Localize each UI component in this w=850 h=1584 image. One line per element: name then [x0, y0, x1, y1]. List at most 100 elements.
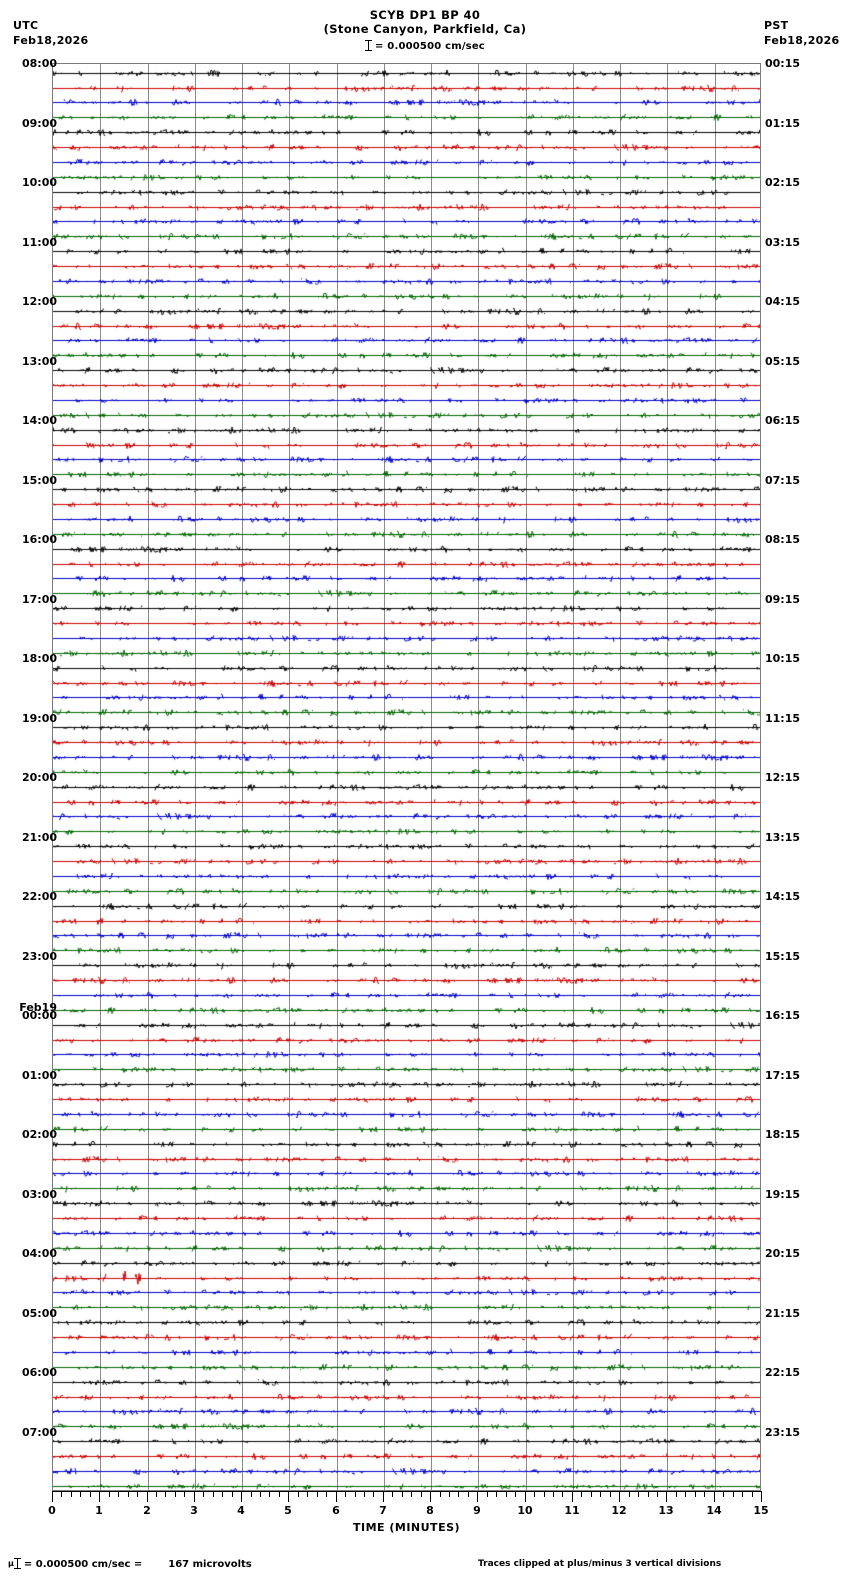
scale-bar-icon — [365, 40, 373, 51]
axis-tick-minor — [156, 1491, 157, 1497]
axis-tick-minor — [109, 1491, 110, 1497]
footer-clip-note: Traces clipped at plus/minus 3 vertical … — [478, 1559, 722, 1569]
axis-tick-minor — [345, 1491, 346, 1497]
right-time-label-1115: 11:15 — [765, 711, 801, 725]
axis-tick-minor — [411, 1491, 412, 1497]
axis-tick-minor — [685, 1491, 686, 1497]
right-time-label-2015: 20:15 — [765, 1247, 801, 1260]
left-time-label-1600: 16:00 — [21, 533, 57, 546]
axis-tick-major-1 — [99, 1491, 100, 1502]
left-time-label-2200: 22:00 — [21, 890, 57, 903]
axis-tick-minor — [440, 1491, 441, 1497]
axis-tick-major-8 — [430, 1491, 431, 1502]
right-time-label-1215: 12:15 — [765, 771, 801, 784]
axis-tick-minor — [657, 1491, 658, 1497]
axis-tick-minor — [506, 1491, 507, 1497]
pst-label: PST — [764, 19, 789, 32]
axis-tick-major-15 — [761, 1491, 762, 1502]
right-time-label-1615: 16:15 — [765, 1009, 801, 1022]
right-time-label-2315: 23:15 — [765, 1425, 801, 1439]
station-title: SCYB DP1 BP 40 — [369, 8, 481, 22]
left-time-label-1400: 14:00 — [21, 414, 57, 427]
left-time-label-1500: 15:00 — [21, 473, 57, 487]
axis-tick-minor — [723, 1491, 724, 1497]
right-time-label-1515: 15:15 — [765, 949, 801, 963]
left-time-label-2100: 21:00 — [21, 830, 57, 844]
axis-tick-minor — [128, 1491, 129, 1497]
axis-tick-minor — [251, 1491, 252, 1497]
left-time-label-2000: 20:00 — [21, 771, 57, 784]
axis-tick-minor — [326, 1491, 327, 1497]
left-time-label-0200: 02:00 — [21, 1128, 57, 1141]
axis-tick-label-2: 2 — [143, 1504, 151, 1517]
right-time-label-1715: 17:15 — [765, 1068, 801, 1082]
right-time-label-1415: 14:15 — [765, 890, 801, 903]
micro-symbol: μ — [8, 1559, 14, 1568]
axis-tick-major-6 — [336, 1491, 337, 1502]
right-time-label-2215: 22:15 — [765, 1366, 801, 1379]
left-time-label-0000: 00:00 — [21, 1009, 57, 1022]
axis-tick-label-15: 15 — [753, 1504, 769, 1517]
axis-tick-minor — [364, 1491, 365, 1497]
axis-tick-minor — [61, 1491, 62, 1497]
right-time-label-0415: 04:15 — [765, 295, 801, 308]
axis-tick-minor — [544, 1491, 545, 1497]
footer-calibration-text: = 0.000500 cm/sec = — [23, 1559, 143, 1570]
axis-tick-minor — [175, 1491, 176, 1497]
axis-tick-minor — [581, 1491, 582, 1497]
axis-tick-major-14 — [714, 1491, 715, 1502]
axis-tick-minor — [648, 1491, 649, 1497]
axis-tick-major-10 — [525, 1491, 526, 1502]
pst-timezone-block: PST Feb18,2026 — [764, 18, 840, 48]
axis-tick-minor — [458, 1491, 459, 1497]
axis-tick-minor — [629, 1491, 630, 1497]
axis-tick-major-4 — [241, 1491, 242, 1502]
right-time-label-1815: 18:15 — [765, 1128, 801, 1141]
axis-tick-major-11 — [572, 1491, 573, 1502]
axis-tick-minor — [355, 1491, 356, 1497]
axis-tick-major-9 — [477, 1491, 478, 1502]
axis-tick-minor — [449, 1491, 450, 1497]
axis-tick-minor — [90, 1491, 91, 1497]
scale-legend-text: = 0.000500 cm/sec — [375, 41, 485, 52]
right-time-label-1315: 13:15 — [765, 830, 801, 844]
header: UTC Feb18,2026 PST Feb18,2026 SCYB DP1 B… — [0, 0, 850, 62]
left-time-label-0900: 09:00 — [21, 116, 57, 130]
axis-tick-label-7: 7 — [379, 1504, 387, 1517]
left-time-label-0100: 01:00 — [21, 1068, 57, 1082]
axis-tick-minor — [392, 1491, 393, 1497]
left-time-label-1900: 19:00 — [21, 711, 57, 725]
axis-tick-label-13: 13 — [658, 1504, 674, 1517]
utc-label: UTC — [13, 19, 39, 32]
left-day-marker: Feb19 — [19, 1001, 57, 1014]
right-time-label-0815: 08:15 — [765, 533, 801, 546]
scale-legend: = 0.000500 cm/sec — [0, 40, 850, 52]
axis-tick-label-8: 8 — [426, 1504, 434, 1517]
axis-tick-minor — [298, 1491, 299, 1497]
axis-tick-minor — [402, 1491, 403, 1497]
right-time-label-0915: 09:15 — [765, 592, 801, 606]
axis-tick-minor — [184, 1491, 185, 1497]
axis-tick-minor — [269, 1491, 270, 1497]
axis-line — [52, 1491, 761, 1492]
left-time-label-1100: 11:00 — [21, 235, 57, 249]
right-time-label-0315: 03:15 — [765, 235, 801, 249]
left-time-label-0300: 03:00 — [21, 1187, 57, 1201]
title-block: SCYB DP1 BP 40 (Stone Canyon, Parkfield,… — [0, 8, 850, 37]
axis-tick-minor — [695, 1491, 696, 1497]
left-time-label-0500: 05:00 — [21, 1306, 57, 1320]
axis-tick-label-12: 12 — [611, 1504, 627, 1517]
axis-tick-minor — [676, 1491, 677, 1497]
axis-tick-minor — [553, 1491, 554, 1497]
axis-tick-label-5: 5 — [284, 1504, 292, 1517]
axis-tick-minor — [222, 1491, 223, 1497]
left-time-label-0800: 08:00 — [21, 57, 57, 70]
axis-tick-minor — [591, 1491, 592, 1497]
axis-tick-label-4: 4 — [237, 1504, 245, 1517]
right-time-label-0515: 05:15 — [765, 354, 801, 368]
axis-tick-minor — [80, 1491, 81, 1497]
axis-tick-major-0 — [52, 1491, 53, 1502]
seismogram-plot — [52, 63, 761, 1491]
axis-tick-minor — [515, 1491, 516, 1497]
left-time-label-1300: 13:00 — [21, 354, 57, 368]
